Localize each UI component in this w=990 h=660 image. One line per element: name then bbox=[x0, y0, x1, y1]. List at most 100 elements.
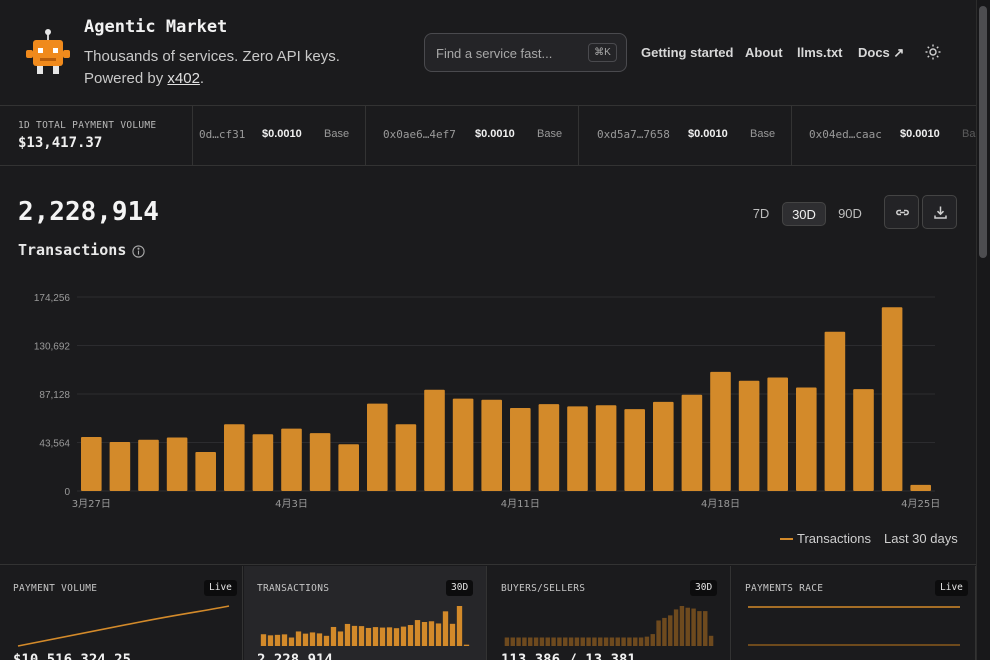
chart-bar[interactable] bbox=[738, 380, 760, 491]
ticker-network: Base bbox=[324, 128, 350, 140]
sparkline-bar bbox=[522, 637, 527, 646]
x402-link[interactable]: x402 bbox=[167, 70, 200, 87]
search-input[interactable] bbox=[436, 43, 586, 63]
metric-title: Transactions bbox=[18, 241, 127, 259]
payment-volume-label: 1D TOTAL PAYMENT VOLUME bbox=[18, 120, 157, 131]
nav-getting-started[interactable]: Getting started bbox=[641, 45, 734, 60]
sparkline-bar bbox=[351, 625, 358, 646]
chart-bar[interactable] bbox=[424, 389, 445, 491]
chart-bar[interactable] bbox=[767, 377, 788, 491]
sparkline-bar bbox=[539, 637, 545, 646]
chart-bar[interactable] bbox=[910, 484, 931, 491]
card-transactions[interactable]: TRANSACTIONS 30D 2,228,914 bbox=[244, 566, 487, 660]
sparkline-bar bbox=[668, 615, 673, 646]
site-header: Agentic Market Thousands of services. Ze… bbox=[0, 0, 976, 106]
total-transactions: 2,228,914 bbox=[18, 197, 159, 227]
ticker-item[interactable]: 0d…cf31 $0.0010 Base bbox=[193, 106, 366, 165]
download-button[interactable] bbox=[922, 195, 957, 229]
ticker-amount: $0.0010 bbox=[262, 128, 302, 140]
chart-bar[interactable] bbox=[109, 442, 131, 491]
chart-bar[interactable] bbox=[624, 409, 645, 491]
chart-bar[interactable] bbox=[452, 398, 474, 491]
sparkline-bar bbox=[288, 637, 295, 646]
chart-bar[interactable] bbox=[595, 405, 617, 491]
range-90d[interactable]: 90D bbox=[838, 206, 862, 221]
chart-bar[interactable] bbox=[710, 371, 731, 491]
chart-bar[interactable] bbox=[510, 408, 531, 491]
chart-bar[interactable] bbox=[281, 428, 302, 491]
sparkline-bar bbox=[598, 637, 603, 646]
ticker-network: Base bbox=[537, 128, 563, 140]
card-value: $10,516,324.25 bbox=[13, 652, 132, 660]
range-7d[interactable]: 7D bbox=[752, 206, 770, 221]
sparkline-bar bbox=[260, 634, 267, 646]
sparkline-bar bbox=[568, 637, 574, 646]
chart-bar[interactable] bbox=[538, 404, 560, 491]
chart-bar[interactable] bbox=[338, 444, 359, 491]
chart-bar[interactable] bbox=[81, 437, 102, 491]
chart-bar[interactable] bbox=[367, 403, 388, 491]
sparkline-bar bbox=[673, 609, 679, 646]
card-payments-race[interactable]: PAYMENTS RACE Live bbox=[732, 566, 976, 660]
chart-bar[interactable] bbox=[195, 452, 216, 491]
chart-bar[interactable] bbox=[481, 399, 502, 491]
chart-bar[interactable] bbox=[138, 439, 159, 491]
ticker-amount: $0.0010 bbox=[475, 128, 515, 140]
nav-docs[interactable]: Docs ↗ bbox=[858, 45, 905, 60]
sparkline-bar bbox=[372, 627, 379, 646]
chart-bar[interactable] bbox=[166, 437, 188, 491]
nav-about[interactable]: About bbox=[745, 45, 783, 60]
ticker-address: 0xd5a7…7658 bbox=[597, 128, 670, 141]
ticker-item[interactable]: 0xd5a7…7658 $0.0010 Base bbox=[579, 106, 792, 165]
tagline-line: Thousands of services. Zero API keys. bbox=[84, 48, 340, 65]
chart-bar[interactable] bbox=[252, 434, 274, 491]
search-box[interactable]: ⌘K bbox=[424, 33, 627, 72]
sparkline-bar bbox=[685, 607, 690, 646]
chart-bar[interactable] bbox=[224, 424, 245, 491]
sparkline-bar bbox=[662, 617, 667, 646]
chart-bar[interactable] bbox=[395, 424, 417, 491]
card-payment-volume[interactable]: PAYMENT VOLUME Live $10,516,324.25 bbox=[0, 566, 243, 660]
tagline-powered-by: Powered by x402. bbox=[84, 68, 340, 90]
range-30d[interactable]: 30D bbox=[782, 202, 826, 226]
x-tick-label: 4月25日 bbox=[901, 498, 940, 510]
sparkline-bar bbox=[323, 635, 330, 646]
sparkline-bar bbox=[421, 622, 428, 646]
card-buyers-sellers[interactable]: BUYERS/SELLERS 30D 113,386 / 13,381 bbox=[488, 566, 731, 660]
powered-by-text: Powered by bbox=[84, 70, 168, 87]
info-icon[interactable] bbox=[132, 245, 145, 258]
ticker-divider bbox=[791, 106, 792, 165]
x-tick-label: 3月27日 bbox=[72, 498, 111, 510]
chart-bar[interactable] bbox=[824, 331, 846, 491]
sparkline-bar bbox=[603, 637, 609, 646]
scrollbar-thumb[interactable] bbox=[979, 6, 987, 258]
card-title: PAYMENTS RACE bbox=[745, 583, 824, 594]
ticker-divider bbox=[365, 106, 366, 165]
y-tick-label: 87,128 bbox=[39, 390, 70, 401]
sparkline-bar bbox=[379, 627, 386, 646]
sparkline-bar bbox=[365, 627, 372, 646]
chart-bar[interactable] bbox=[653, 401, 674, 491]
card-title: PAYMENT VOLUME bbox=[13, 583, 98, 594]
chart-bar[interactable] bbox=[796, 387, 817, 491]
nav-llms-txt[interactable]: llms.txt bbox=[797, 45, 843, 60]
ticker-amount: $0.0010 bbox=[688, 128, 728, 140]
ticker-item[interactable]: 0x04ed…caac $0.0010 Ba bbox=[792, 106, 976, 165]
chart-bar[interactable] bbox=[881, 307, 903, 491]
robot-logo-icon[interactable] bbox=[24, 28, 72, 78]
ticker-item[interactable]: 0x0ae6…4ef7 $0.0010 Base bbox=[366, 106, 579, 165]
site-title: Agentic Market bbox=[84, 17, 228, 37]
sparkline-bar bbox=[586, 637, 591, 646]
copy-link-button[interactable] bbox=[884, 195, 919, 229]
sun-icon[interactable] bbox=[925, 44, 941, 60]
sparkline-bar bbox=[274, 634, 281, 646]
card-title: BUYERS/SELLERS bbox=[501, 583, 586, 594]
sparkline-bar bbox=[656, 620, 661, 646]
chart-bar[interactable] bbox=[853, 389, 874, 491]
chart-bar[interactable] bbox=[681, 394, 703, 491]
sparkline-bar bbox=[633, 637, 638, 646]
chart-bar[interactable] bbox=[567, 406, 588, 491]
stat-cards: PAYMENT VOLUME Live $10,516,324.25 TRANS… bbox=[0, 566, 976, 660]
chart-bar[interactable] bbox=[309, 433, 331, 491]
